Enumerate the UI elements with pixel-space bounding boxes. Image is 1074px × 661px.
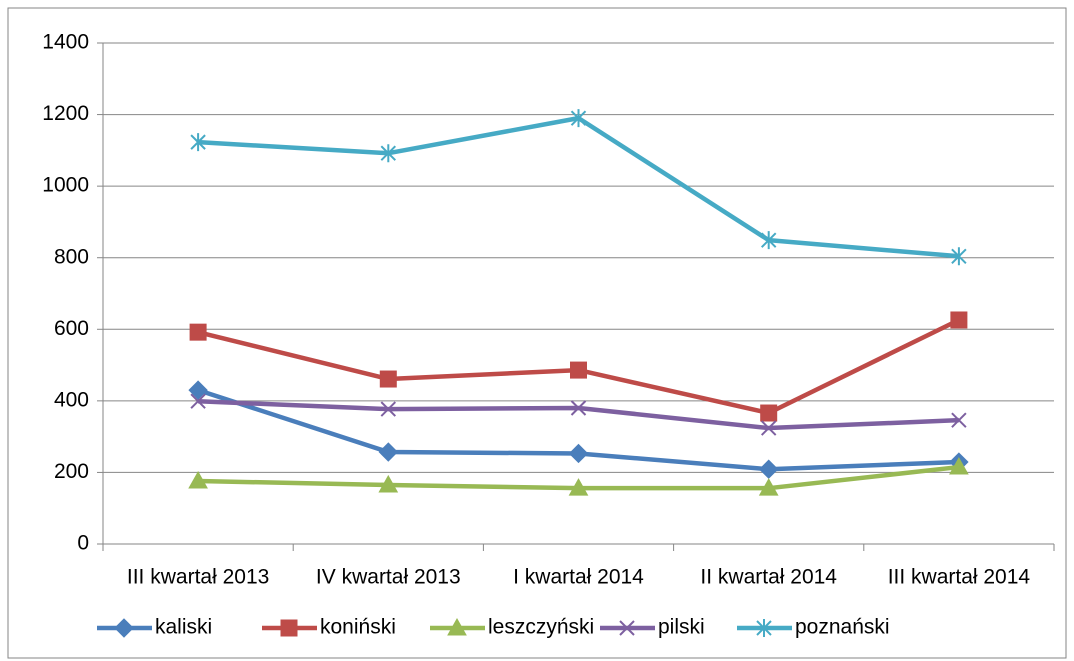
legend-marker	[756, 619, 772, 637]
legend-label: leszczyński	[488, 616, 594, 639]
data-point	[378, 442, 399, 462]
y-tick-label: 1000	[42, 174, 89, 197]
y-tick-label: 400	[54, 388, 89, 411]
x-tick-label: III kwartał 2014	[888, 566, 1031, 589]
data-point	[950, 311, 968, 329]
x-tick-label: IV kwartał 2013	[316, 566, 461, 589]
y-tick-label: 600	[54, 317, 89, 340]
legend-label: kaliski	[155, 616, 212, 639]
legend-label: pilski	[658, 616, 705, 639]
data-point	[570, 109, 587, 128]
data-point	[951, 412, 967, 428]
data-point	[951, 247, 967, 266]
x-tick-label: II kwartał 2014	[700, 566, 837, 589]
data-point	[568, 478, 589, 496]
data-point	[378, 474, 399, 493]
chart-border	[7, 7, 1067, 659]
data-point	[570, 400, 587, 416]
data-point	[760, 231, 777, 250]
data-point	[379, 370, 397, 388]
y-tick-label: 200	[54, 460, 89, 483]
y-tick-label: 0	[77, 532, 89, 555]
y-tick-label: 1400	[42, 31, 89, 54]
data-point	[189, 323, 207, 341]
legend-label: poznański	[795, 616, 890, 639]
data-point	[190, 393, 206, 409]
data-point	[380, 144, 397, 163]
data-point	[190, 133, 206, 152]
y-tick-label: 800	[54, 245, 89, 268]
data-point	[760, 420, 777, 436]
y-tick-label: 1200	[42, 102, 89, 125]
data-point	[760, 404, 778, 422]
data-point	[570, 361, 587, 379]
legend-marker	[280, 619, 298, 637]
x-tick-label: I kwartał 2014	[513, 566, 644, 589]
data-point	[188, 380, 208, 400]
data-point	[758, 478, 779, 496]
data-point	[380, 401, 397, 417]
legend-marker	[114, 618, 134, 638]
data-point	[188, 470, 208, 489]
data-point	[949, 457, 969, 475]
legend-marker	[619, 620, 635, 636]
data-point	[568, 443, 589, 464]
legend-marker	[447, 617, 467, 636]
legend-label: koniński	[320, 616, 396, 639]
x-tick-label: III kwartał 2013	[127, 566, 269, 589]
